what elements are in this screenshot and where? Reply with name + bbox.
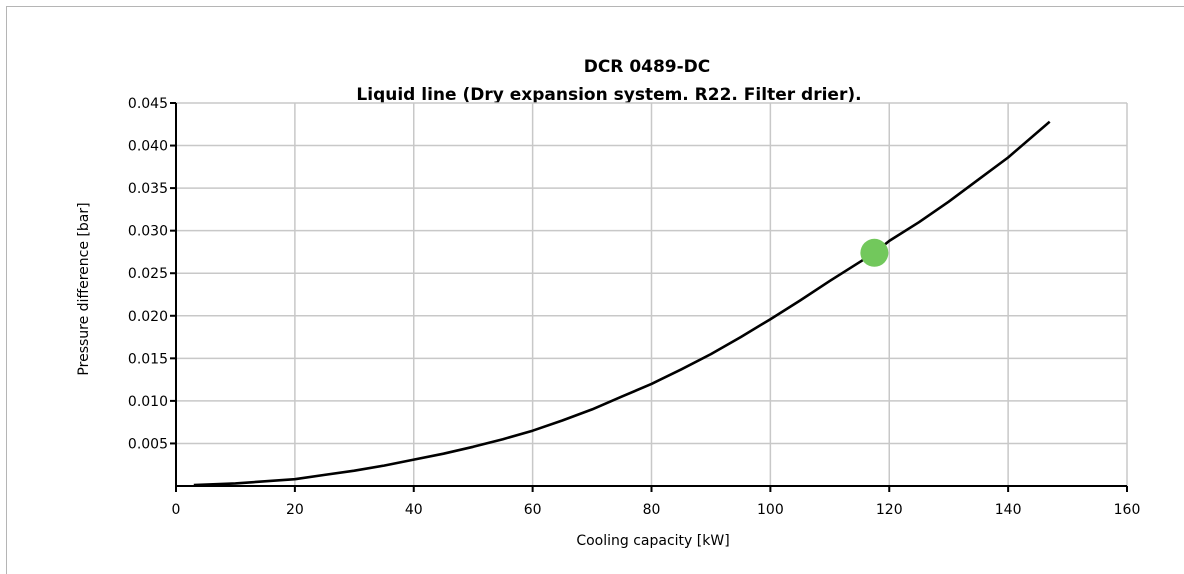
series-layer — [193, 120, 1051, 487]
x-tick-label: 40 — [405, 502, 423, 518]
series-line — [193, 120, 1051, 487]
y-tick-label: 0.005 — [128, 436, 168, 452]
operating-point-marker — [860, 238, 889, 267]
x-tick-label: 20 — [286, 502, 304, 518]
x-tick-label: 100 — [757, 502, 784, 518]
chart-title: DCR 0489-DC — [584, 57, 711, 77]
y-tick-label: 0.030 — [128, 224, 168, 240]
x-tick-label: 80 — [643, 502, 661, 518]
x-tick-label: 120 — [876, 502, 903, 518]
x-tick-label: 140 — [995, 502, 1022, 518]
y-tick-label: 0.035 — [128, 181, 168, 197]
tick-labels: 0 20 40 60 80 100 120 140 160 0.005 0.010 0.015 0.02… — [128, 96, 1140, 518]
x-tick-label: 60 — [524, 502, 542, 518]
y-tick-label: 0.025 — [128, 266, 168, 282]
chart-frame — [6, 6, 1184, 574]
y-tick-label: 0.010 — [128, 394, 168, 410]
x-axis-label: Cooling capacity [kW] — [576, 533, 729, 549]
y-tick-label: 0.040 — [128, 139, 168, 155]
y-tick-label: 0.045 — [128, 96, 168, 112]
chart-subtitle: Liquid line (Dry expansion system. R22. … — [356, 85, 861, 105]
grid — [176, 102, 1128, 486]
x-tick-label: 160 — [1114, 502, 1141, 518]
axes — [170, 102, 1128, 492]
y-axis-label: Pressure difference [bar] — [76, 202, 92, 375]
y-tick-label: 0.020 — [128, 309, 168, 325]
y-tick-label: 0.015 — [128, 351, 168, 367]
x-tick-label: 0 — [172, 502, 181, 518]
